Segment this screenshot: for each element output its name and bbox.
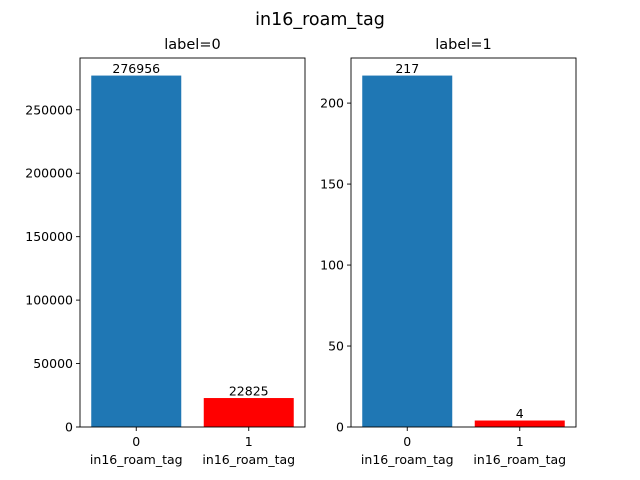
axes-frame <box>350 57 577 428</box>
y-tick-label: 50 <box>328 339 344 354</box>
y-tick-label: 100000 <box>25 293 73 308</box>
bar-value-label: 276956 <box>112 61 160 76</box>
bar-value-label: 22825 <box>229 384 269 399</box>
y-tick-label: 150 <box>320 177 344 192</box>
y-tick-label: 0 <box>65 420 73 435</box>
y-tick-label: 250000 <box>25 102 73 117</box>
subplot-label-1: label=1 217 0 in16_roam_tag 4 1 in16_roam_tag 0… <box>320 37 577 467</box>
subplot-title: label=0 <box>164 37 220 53</box>
bar-category-0 <box>362 75 453 428</box>
y-tick-label: 100 <box>320 258 344 273</box>
bar-value-label: 4 <box>516 406 524 421</box>
subplot-label-0: label=0 276956 0 in16_roam_tag 22825 1 in16_ro… <box>25 37 306 467</box>
subplot-title: label=1 <box>435 37 491 53</box>
axes-frame <box>79 57 306 428</box>
y-tick-label: 0 <box>336 420 344 435</box>
x-tick-label: 1 <box>516 434 524 449</box>
x-tick-sublabel: in16_roam_tag <box>473 452 566 467</box>
y-tick-label: 150000 <box>25 229 73 244</box>
x-tick-label: 1 <box>245 434 253 449</box>
x-tick-label: 0 <box>132 434 140 449</box>
figure-suptitle: in16_roam_tag <box>255 10 385 30</box>
bar-category-1 <box>203 398 294 427</box>
x-tick-sublabel: in16_roam_tag <box>202 452 295 467</box>
x-tick-label: 0 <box>403 434 411 449</box>
bar-value-label: 217 <box>395 61 419 76</box>
bar-category-0 <box>91 75 182 428</box>
y-tick-label: 200 <box>320 96 344 111</box>
x-tick-sublabel: in16_roam_tag <box>361 452 454 467</box>
y-tick-label: 50000 <box>33 356 73 371</box>
bar-category-1 <box>474 420 565 427</box>
x-tick-sublabel: in16_roam_tag <box>90 452 183 467</box>
y-tick-label: 200000 <box>25 166 73 181</box>
